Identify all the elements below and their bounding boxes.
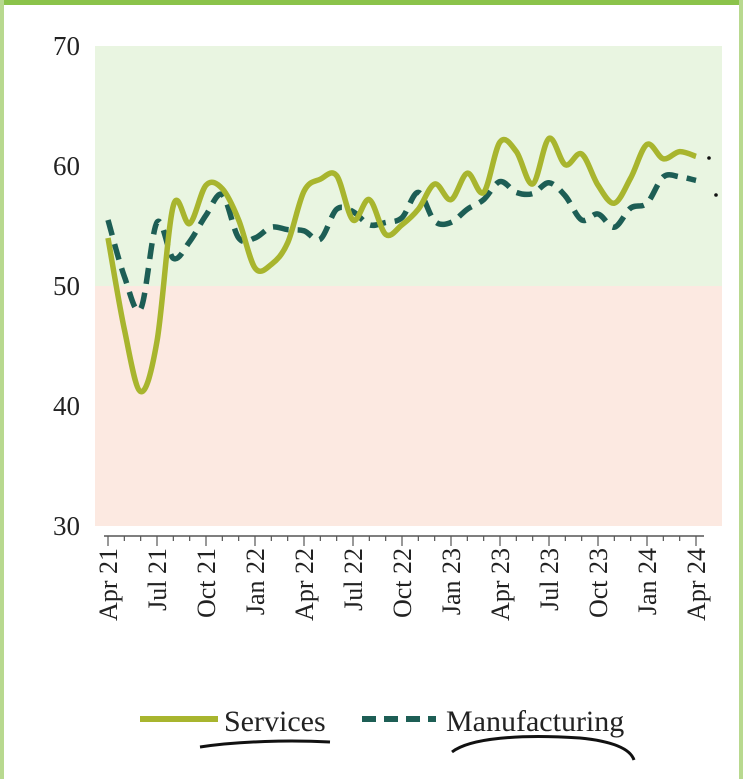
left-green-border xyxy=(0,0,4,779)
x-tick-label: Jul 23 xyxy=(535,548,564,611)
series-line-services xyxy=(105,135,697,395)
band-1 xyxy=(95,286,722,526)
legend-label-services: Services xyxy=(224,705,326,738)
x-tick-label: Apr 22 xyxy=(290,548,319,621)
y-tick-label: 60 xyxy=(53,151,80,181)
x-tick-label: Jan 23 xyxy=(437,548,466,615)
background-bands xyxy=(95,46,722,526)
x-tick-label: Oct 22 xyxy=(388,548,417,618)
y-tick-label: 70 xyxy=(53,31,80,61)
top-green-border xyxy=(0,0,743,5)
x-tick-label: Jan 24 xyxy=(633,548,662,615)
x-tick-label: Oct 23 xyxy=(584,548,613,618)
x-tick-label: Apr 24 xyxy=(682,548,711,621)
handwritten-underline-manufacturing xyxy=(451,735,636,761)
band-0 xyxy=(95,46,722,286)
right-green-border xyxy=(739,0,743,779)
series-line-manufacturing xyxy=(105,171,697,314)
x-tick-label: Jan 22 xyxy=(241,548,270,615)
x-axis: Apr 21 Jul 21 Oct 21 Jan 22 Apr 22 Jul 22 Oct … xyxy=(94,535,711,621)
handwritten-underline-services xyxy=(199,739,331,749)
y-tick-label: 30 xyxy=(53,511,80,541)
x-tick-label: Oct 21 xyxy=(192,548,221,618)
legend-label-manufacturing: Manufacturing xyxy=(446,705,624,738)
x-tick-label: Apr 23 xyxy=(486,548,515,621)
y-tick-label: 40 xyxy=(53,391,80,421)
legend: Services Manufacturing xyxy=(140,705,624,738)
x-tick-label: Apr 21 xyxy=(94,548,123,621)
dot-mark xyxy=(707,156,711,160)
y-tick-label: 50 xyxy=(53,271,80,301)
y-axis: 30 40 50 60 70 xyxy=(53,31,80,541)
x-tick-label: Jul 22 xyxy=(339,548,368,611)
dot-mark xyxy=(714,193,718,197)
series-layer xyxy=(105,135,697,395)
x-tick-label: Jul 21 xyxy=(143,548,172,611)
